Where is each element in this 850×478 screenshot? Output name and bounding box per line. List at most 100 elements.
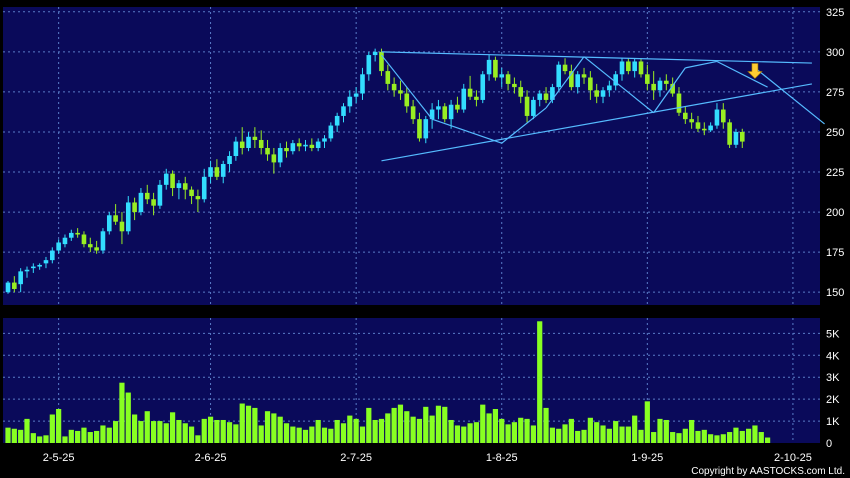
candle [163, 168, 169, 190]
candle [379, 48, 384, 76]
candle [309, 138, 315, 152]
candle-body [119, 221, 125, 232]
volume-tick-label: 4K [826, 350, 840, 362]
candle-body [56, 242, 61, 251]
candle [632, 58, 637, 78]
volume-bar [739, 430, 745, 443]
volume-bar [397, 404, 404, 443]
candle-body [398, 90, 403, 94]
candle-body [239, 141, 245, 148]
candle [214, 159, 220, 181]
candle [739, 128, 745, 148]
volume-bar [207, 416, 214, 443]
volume-bar [252, 407, 258, 443]
date-tick-label: 2-7-25 [340, 452, 372, 464]
candle-body [258, 139, 264, 148]
candle-body [645, 74, 650, 84]
candle-body [62, 237, 68, 245]
volume-bar [568, 418, 574, 443]
candle [132, 197, 137, 221]
candle-body [163, 173, 169, 185]
volume-bar [404, 411, 410, 443]
volume-bar [435, 405, 442, 443]
candle [676, 87, 682, 116]
volume-bar [423, 406, 429, 443]
candle-body [626, 61, 631, 72]
trendline-annotations [380, 51, 825, 162]
candle [24, 266, 30, 278]
volume-tick-label: 2K [826, 394, 840, 406]
volume-bar [720, 434, 726, 443]
candle [594, 83, 599, 104]
volume-bar [182, 423, 188, 443]
trendline [583, 56, 655, 114]
candle [429, 103, 435, 129]
candle-body [201, 176, 207, 200]
candle-body [562, 64, 568, 72]
volume-bar [486, 413, 492, 443]
trendline [431, 118, 502, 144]
volume-series [5, 321, 771, 443]
volume-bar [144, 411, 150, 443]
candle-body [512, 83, 517, 88]
candle-body [404, 93, 410, 107]
candle-body [695, 122, 701, 129]
candle-body [575, 74, 580, 88]
candle [195, 189, 201, 213]
candle [258, 130, 264, 155]
candle [581, 67, 587, 84]
volume-bar [56, 409, 62, 443]
volume-bar [695, 430, 701, 443]
trendline [545, 56, 585, 109]
candle [81, 231, 87, 248]
date-axis: 2-5-25 2-6-25 2-7-25 1-8-25 1-9-25 2-10-25 [43, 452, 812, 464]
volume-bar [733, 427, 739, 443]
candle [493, 56, 498, 81]
candle [607, 80, 612, 97]
volume-bar [461, 426, 467, 443]
volume-axis: 5K 4K 3K 2K 1K 0 [826, 328, 840, 450]
candle-body [581, 74, 587, 78]
candle-body [138, 192, 144, 213]
candle-body [18, 271, 23, 285]
candle-body [106, 215, 112, 232]
candle [474, 90, 479, 107]
candle-body [151, 199, 156, 206]
candle [322, 135, 327, 148]
candle-body [303, 144, 308, 147]
candle [87, 237, 93, 253]
volume-bar [575, 430, 581, 443]
volume-tick-label: 1K [826, 416, 840, 428]
candle-body [461, 88, 467, 110]
candle-body [486, 59, 492, 75]
candle-body [683, 112, 688, 120]
candle-body [727, 122, 732, 145]
candle-body [657, 80, 663, 91]
price-tick-label: 175 [826, 247, 844, 259]
volume-bar [410, 416, 416, 443]
candle-body [265, 147, 270, 155]
candle [366, 51, 372, 81]
candle [410, 99, 416, 124]
volume-bar [366, 407, 372, 443]
candle [562, 58, 568, 75]
candle-body [296, 143, 302, 147]
volume-bar [94, 430, 100, 443]
candle [372, 48, 378, 62]
date-tick-label: 1-9-25 [631, 452, 663, 464]
candle-body [341, 106, 346, 116]
candle [486, 55, 492, 81]
candle-body [480, 74, 486, 100]
candle-body [233, 141, 239, 156]
candle [626, 58, 631, 75]
candle-body [664, 80, 669, 84]
volume-bar [195, 435, 201, 443]
volume-bar [385, 413, 391, 443]
volume-bar [68, 429, 74, 443]
volume-bar [556, 428, 562, 443]
volume-bar [562, 424, 568, 443]
trendline [380, 54, 433, 120]
candle-body [632, 61, 637, 72]
candle-body [360, 74, 365, 94]
